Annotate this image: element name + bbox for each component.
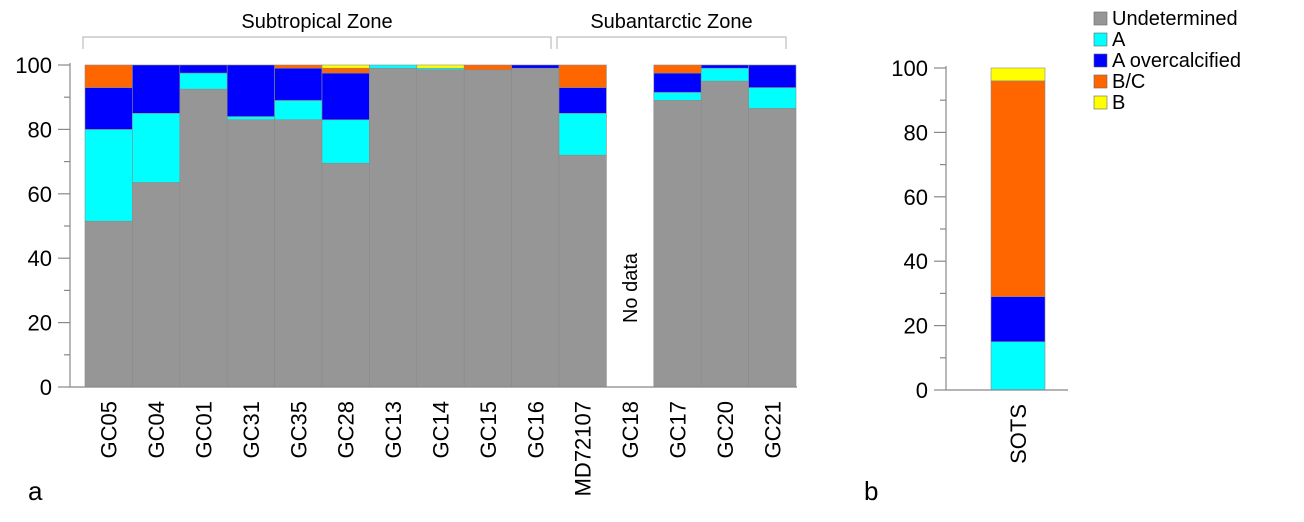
bar-segment-a — [653, 92, 702, 101]
bar-segment-b-c — [321, 67, 370, 74]
y-tick-label: 40 — [904, 249, 928, 274]
x-tick-label: SOTS — [1006, 404, 1031, 464]
legend-swatch — [1093, 74, 1108, 89]
x-tick-label: GC31 — [239, 401, 264, 458]
y-tick-label: 0 — [40, 375, 52, 400]
x-tick-label: GC35 — [286, 401, 311, 458]
y-tick-label: 100 — [891, 56, 928, 81]
bar-segment-a — [990, 341, 1046, 391]
bar-segment-b-c — [274, 64, 323, 69]
y-tick-label: 80 — [904, 120, 928, 145]
x-tick-label: GC20 — [713, 401, 738, 458]
legend-label: A — [1112, 29, 1126, 51]
y-tick-label: 60 — [904, 185, 928, 210]
bar-segment-a-overcalcified — [653, 72, 702, 93]
panel-b-chart: 0 20 40 60 80 100 SOTS b — [864, 56, 1068, 506]
bar-segment-b — [321, 64, 370, 69]
bar-segment-a — [369, 64, 418, 69]
bar-segment-a — [748, 87, 797, 109]
bar-segment-a — [226, 116, 275, 121]
bar-segment-undetermined — [274, 119, 323, 388]
bar-segment-a-overcalcified — [700, 64, 749, 69]
x-tick-label: GC17 — [666, 401, 691, 458]
bar-segment-a-overcalcified — [748, 64, 797, 88]
bar-segment-a-overcalcified — [990, 296, 1046, 342]
bar-segment-b — [416, 64, 465, 69]
bar-segment-undetermined — [511, 67, 560, 388]
bar-segment-undetermined — [84, 220, 133, 388]
bar-segment-undetermined — [558, 154, 607, 388]
bar-segment-b-c — [558, 64, 607, 88]
bar-segment-b-c — [463, 64, 512, 71]
bar-segment-b-c — [84, 64, 133, 88]
legend-label: B — [1112, 92, 1125, 114]
y-tick-label: 0 — [916, 378, 928, 403]
legend-label: Undetermined — [1112, 8, 1238, 30]
x-tick-label: GC16 — [523, 401, 548, 458]
legend-label: B/C — [1112, 71, 1145, 93]
x-tick-label: GC01 — [192, 401, 217, 458]
legend-swatch — [1093, 32, 1108, 47]
y-tick-label: 20 — [28, 311, 52, 336]
x-tick-label: GC28 — [334, 401, 359, 458]
bar-segment-undetermined — [179, 88, 228, 388]
zone-label: Subantarctic Zone — [590, 11, 752, 33]
bar-segment-a — [84, 129, 133, 222]
bar-segment-a-overcalcified — [132, 64, 181, 114]
x-tick-label: GC15 — [476, 401, 501, 458]
bar-segment-a-overcalcified — [274, 67, 323, 101]
no-data-annotation: No data — [620, 252, 642, 323]
bar-segment-undetermined — [369, 67, 418, 388]
bar-segment-undetermined — [653, 100, 702, 388]
x-tick-label: GC21 — [760, 401, 785, 458]
x-tick-label: MD72107 — [571, 401, 596, 496]
bar-segment-undetermined — [321, 162, 370, 388]
bar-segment-a — [700, 67, 749, 82]
bar-segment-a — [321, 119, 370, 164]
x-tick-label: GC05 — [97, 401, 122, 458]
bar-segment-a — [132, 113, 181, 183]
bar-segment-a-overcalcified — [84, 87, 133, 130]
legend-swatch — [1093, 95, 1108, 110]
x-tick-label: GC14 — [429, 401, 454, 458]
bar-segment-b-c — [990, 80, 1046, 297]
zone-label: Subtropical Zone — [241, 11, 392, 33]
bar-segment-undetermined — [463, 69, 512, 388]
panel-label: a — [28, 476, 43, 506]
legend-swatch — [1093, 11, 1108, 26]
panel-a-chart: 0 20 40 60 80 100 GC05 GC04 GC01 GC31 GC35 GC28 GC13… — [15, 11, 797, 506]
y-tick-label: 80 — [28, 117, 52, 142]
bar-segment-a-overcalcified — [558, 87, 607, 114]
bar-segment-a — [558, 113, 607, 156]
legend-label: A overcalcified — [1112, 50, 1241, 72]
bar-segment-undetermined — [748, 108, 797, 388]
bar-segment-undetermined — [132, 182, 181, 388]
bar-segment-undetermined — [416, 69, 465, 388]
bar-segment-a — [179, 72, 228, 90]
y-tick-label: 100 — [15, 53, 52, 78]
zone-bracket — [82, 36, 552, 49]
panel-label: b — [864, 476, 878, 506]
bar-segment-a-overcalcified — [226, 64, 275, 117]
x-tick-label: GC04 — [144, 401, 169, 458]
bar-segment-a-overcalcified — [511, 64, 560, 69]
bar-segment-a-overcalcified — [321, 72, 370, 121]
zone-bracket — [556, 36, 787, 49]
y-tick-label: 40 — [28, 246, 52, 271]
legend-swatch — [1093, 53, 1108, 68]
bar-segment-b — [990, 67, 1046, 82]
y-tick-label: 60 — [28, 182, 52, 207]
bar-segment-a — [274, 100, 323, 121]
bar-segment-undetermined — [700, 80, 749, 388]
y-tick-label: 20 — [904, 314, 928, 339]
x-tick-label: GC13 — [381, 401, 406, 458]
x-tick-label: GC18 — [618, 401, 643, 458]
bar-segment-b-c — [653, 64, 702, 74]
bar-segment-a-overcalcified — [179, 64, 228, 74]
bar-segment-undetermined — [226, 119, 275, 388]
